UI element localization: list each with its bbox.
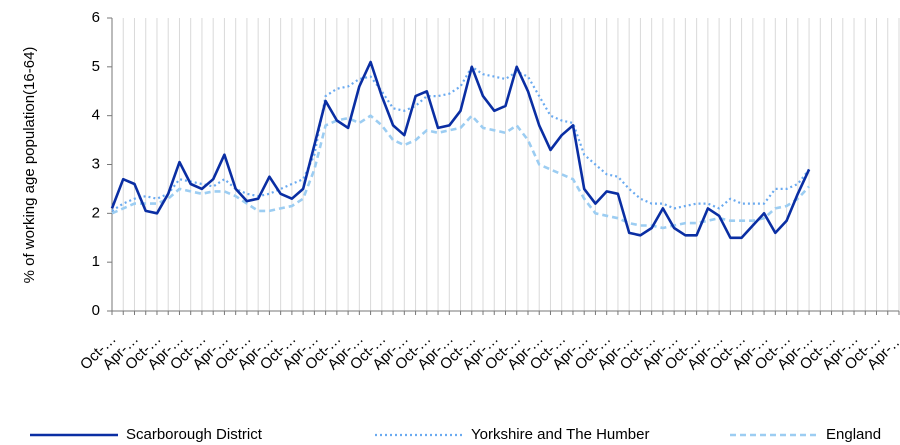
- y-tick-label: 1: [92, 253, 100, 270]
- legend-label: England: [826, 426, 881, 443]
- series-line: [110, 60, 811, 240]
- y-axis-label: % of working age population(16-64): [21, 47, 38, 284]
- legend-label: Scarborough District: [126, 426, 263, 443]
- y-tick-label: 4: [92, 107, 100, 124]
- series-line: [111, 114, 811, 230]
- y-tick-label: 0: [92, 302, 100, 319]
- y-tick-label: 2: [92, 204, 100, 221]
- y-tick-label: 6: [92, 9, 100, 26]
- y-tick-label: 5: [92, 58, 100, 75]
- y-tick-label: 3: [92, 155, 100, 172]
- legend-label: Yorkshire and The Humber: [471, 426, 649, 443]
